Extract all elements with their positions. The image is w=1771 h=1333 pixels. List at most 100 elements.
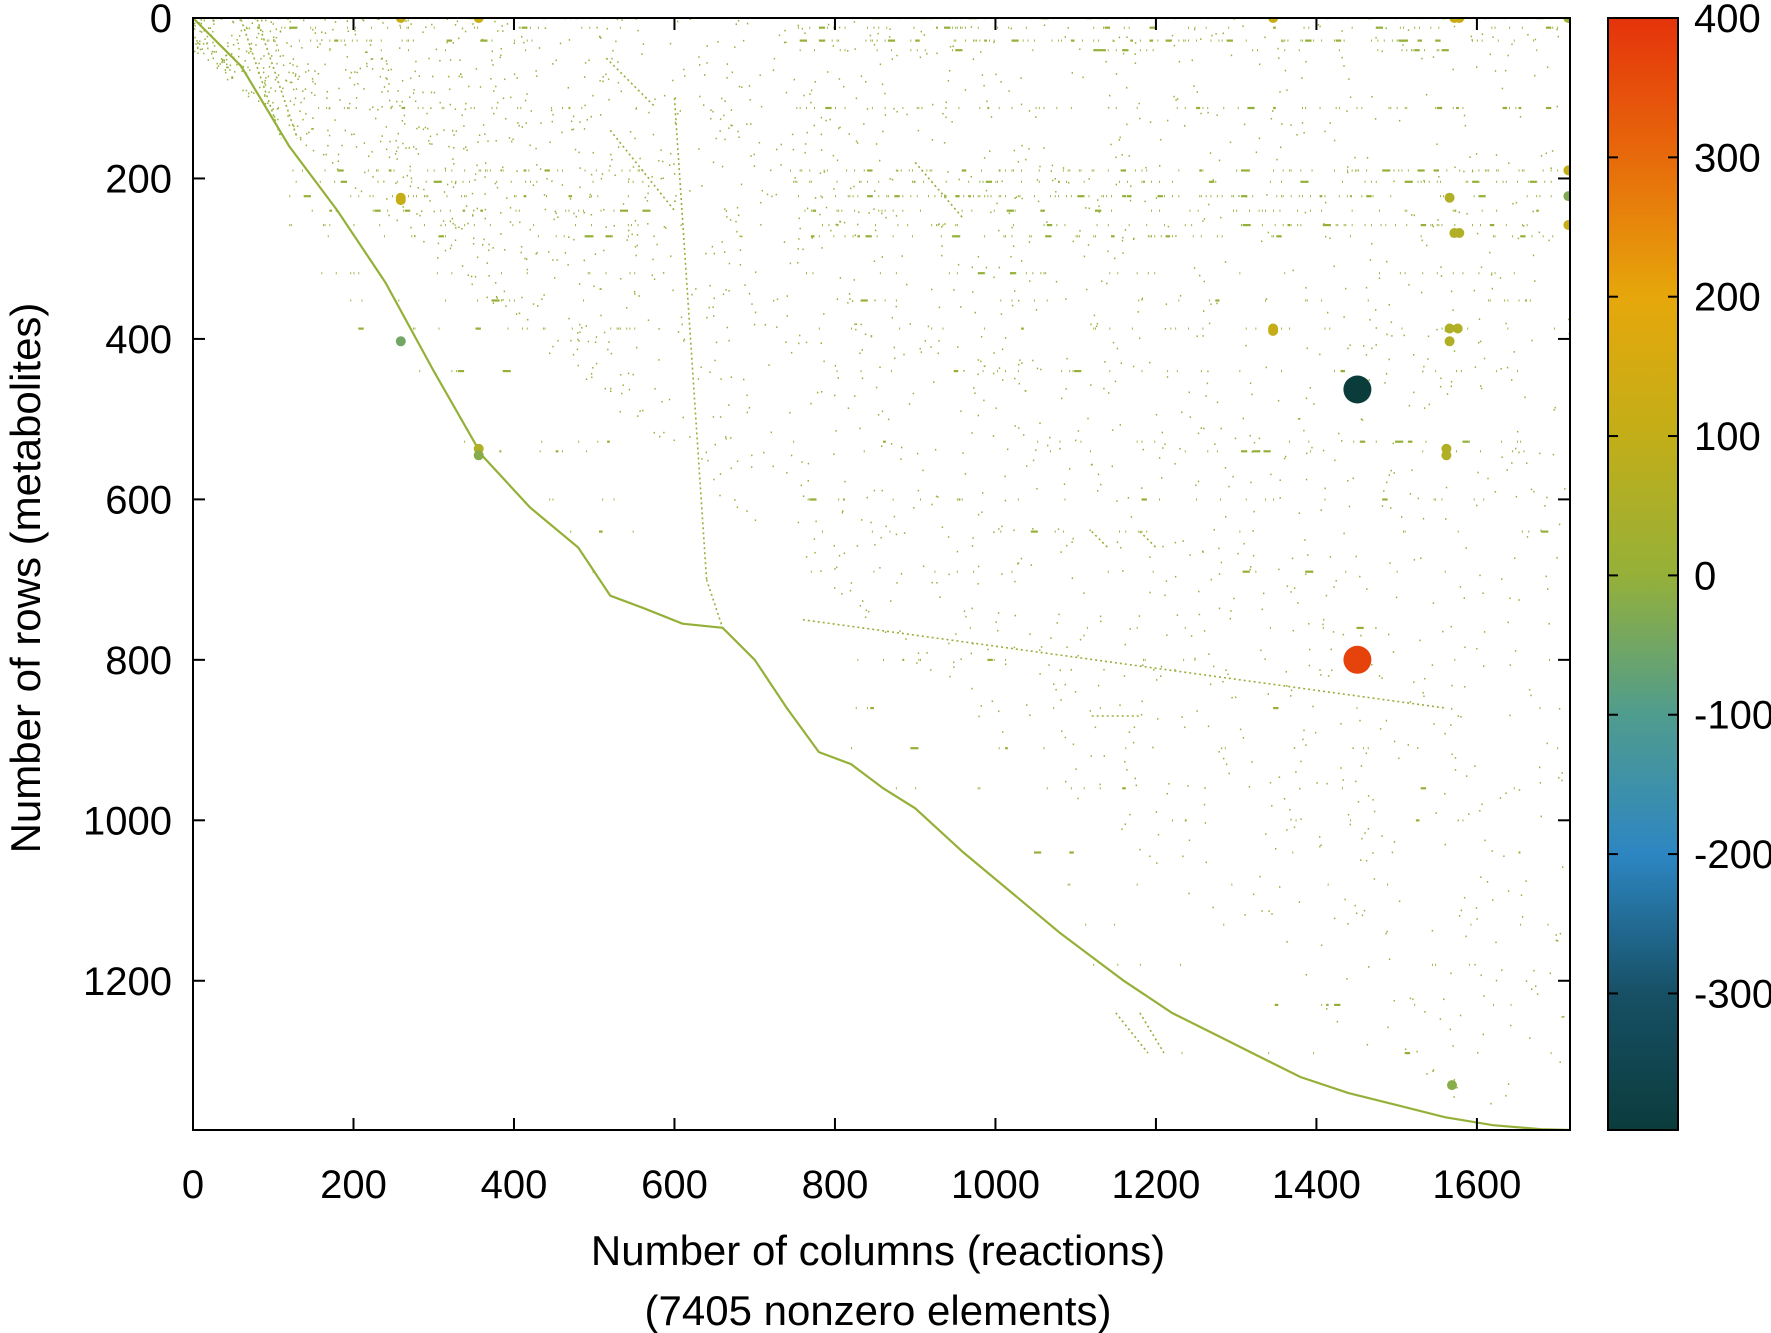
value-point: [473, 18, 484, 23]
matrix-entry: [934, 570, 936, 573]
matrix-entry: [721, 97, 723, 100]
matrix-entry: [1025, 26, 1027, 29]
matrix-entry: [412, 39, 414, 42]
matrix-entry: [923, 34, 926, 36]
matrix-entry: [900, 458, 902, 460]
matrix-entry: [1153, 669, 1155, 671]
matrix-entry: [1103, 668, 1105, 671]
matrix-entry: [212, 41, 214, 44]
matrix-entry: [211, 52, 213, 55]
matrix-entry: [896, 54, 898, 57]
matrix-entry: [1314, 731, 1317, 734]
matrix-entry: [772, 299, 775, 302]
matrix-entry: [942, 112, 944, 115]
matrix-entry: [1473, 498, 1475, 501]
matrix-entry: [857, 223, 859, 226]
matrix-entry: [739, 249, 742, 251]
matrix-entry: [711, 245, 714, 248]
matrix-entry: [1097, 199, 1099, 201]
matrix-entry: [461, 76, 463, 78]
matrix-entry: [1113, 40, 1115, 42]
secondary-diagonal: [240, 19, 283, 139]
matrix-entry: [289, 224, 291, 227]
matrix-entry: [1432, 225, 1435, 228]
matrix-entry: [1122, 195, 1126, 198]
matrix-entry: [866, 108, 869, 110]
matrix-entry: [1551, 150, 1554, 152]
matrix-entry: [703, 104, 705, 106]
matrix-entry: [809, 498, 817, 501]
matrix-entry: [813, 124, 815, 127]
matrix-entry: [1388, 474, 1390, 476]
matrix-entry: [1064, 498, 1066, 501]
matrix-entry: [409, 96, 411, 99]
matrix-entry: [195, 43, 197, 45]
matrix-entry: [1564, 488, 1566, 490]
matrix-entry: [1506, 366, 1509, 369]
matrix-entry: [1252, 530, 1254, 532]
matrix-entry: [1473, 195, 1475, 198]
matrix-entry: [340, 39, 342, 42]
matrix-entry: [1133, 237, 1135, 240]
matrix-entry: [495, 85, 497, 88]
matrix-entry: [1507, 54, 1509, 57]
matrix-entry: [543, 194, 546, 196]
matrix-entry: [381, 135, 383, 137]
matrix-entry: [841, 209, 843, 212]
matrix-entry: [770, 169, 772, 172]
matrix-entry: [523, 195, 527, 198]
matrix-entry: [995, 180, 997, 183]
matrix-entry: [463, 125, 465, 127]
matrix-entry: [1475, 153, 1478, 155]
matrix-entry: [807, 480, 809, 482]
matrix-entry: [664, 94, 666, 97]
matrix-entry: [1363, 909, 1366, 912]
matrix-entry: [1302, 738, 1304, 741]
matrix-entry: [1466, 775, 1468, 777]
matrix-entry: [521, 126, 523, 128]
matrix-entry: [789, 262, 792, 265]
matrix-entry: [1141, 180, 1143, 183]
matrix-entry: [1245, 39, 1247, 42]
matrix-entry: [1360, 418, 1363, 420]
matrix-entry: [821, 196, 823, 199]
matrix-entry: [1305, 744, 1307, 746]
matrix-entry: [278, 49, 279, 52]
matrix-entry: [1129, 199, 1132, 202]
matrix-entry: [1028, 148, 1030, 150]
matrix-entry: [1513, 787, 1515, 790]
matrix-entry: [1208, 180, 1215, 183]
matrix-entry: [1292, 269, 1294, 272]
matrix-entry: [488, 249, 490, 252]
matrix-entry: [653, 431, 655, 434]
matrix-entry: [501, 25, 503, 27]
matrix-entry: [1229, 617, 1231, 620]
matrix-entry: [1375, 180, 1377, 183]
matrix-entry: [454, 239, 457, 241]
matrix-entry: [689, 190, 691, 192]
matrix-entry: [1436, 180, 1438, 183]
matrix-entry: [1279, 209, 1281, 212]
matrix-entry: [717, 41, 719, 43]
matrix-entry: [916, 452, 919, 455]
matrix-entry: [390, 107, 392, 109]
matrix-entry: [1343, 65, 1345, 67]
matrix-entry: [589, 26, 591, 29]
matrix-entry: [1258, 137, 1261, 140]
matrix-entry: [1271, 235, 1273, 238]
matrix-entry: [860, 75, 863, 77]
matrix-entry: [1377, 49, 1379, 52]
matrix-entry: [1404, 530, 1406, 533]
value-point: [1268, 18, 1279, 23]
matrix-entry: [673, 173, 676, 175]
matrix-entry: [1449, 1028, 1451, 1031]
matrix-entry: [890, 443, 893, 445]
matrix-entry: [1172, 235, 1173, 238]
matrix-entry: [1558, 708, 1561, 710]
matrix-entry: [509, 221, 512, 223]
matrix-entry: [1011, 272, 1013, 275]
matrix-entry: [867, 26, 868, 29]
matrix-entry: [245, 50, 248, 53]
matrix-entry: [372, 195, 374, 198]
matrix-entry: [1306, 299, 1308, 302]
